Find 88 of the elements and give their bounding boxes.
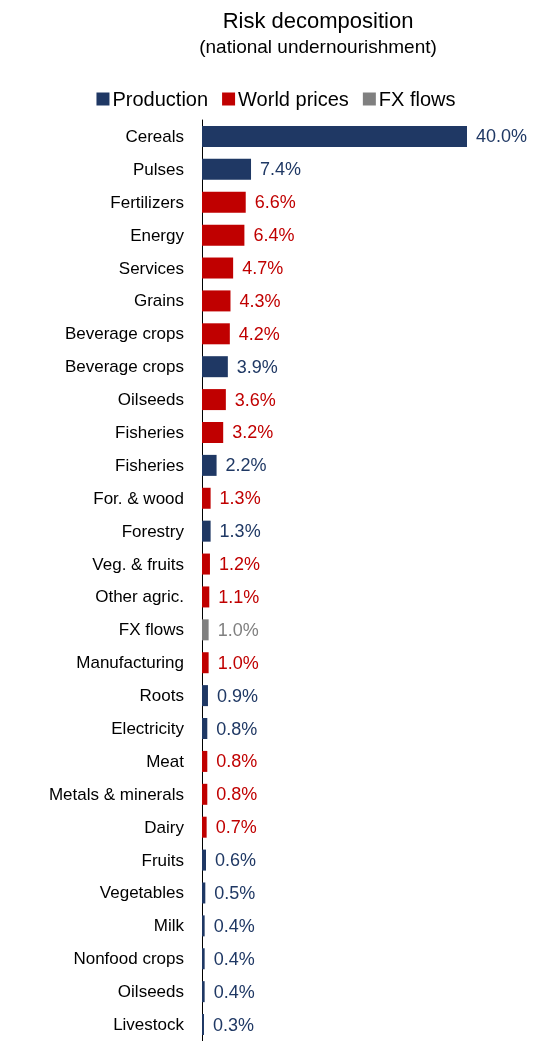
data-label: 0.8% [216,751,258,772]
bar [202,783,208,805]
bar [202,257,234,279]
y-tick-label: Manufacturing [76,653,184,673]
y-tick-label: Services [118,258,184,278]
data-label: 7.4% [260,159,302,180]
data-label: 0.3% [212,1014,255,1035]
y-tick-label: Metals & minerals [48,784,184,804]
bar [202,816,207,838]
y-tick-label: Cereals [125,126,184,146]
bar [202,323,230,345]
y-tick-label: Fisheries [115,422,184,442]
bar [202,652,209,674]
y-tick-label: Fertilizers [110,192,184,212]
y-tick-label: Veg. & fruits [92,554,184,574]
y-tick-label: FX flows [118,620,184,640]
y-tick-label: Meat [146,751,185,771]
bar [202,553,210,575]
data-label: 6.4% [253,225,295,246]
bar [202,981,205,1003]
data-label: 3.2% [232,422,274,443]
y-tick-label: Nonfood crops [73,949,184,969]
data-label: 0.6% [214,850,257,871]
bar [202,389,226,411]
y-tick-label: Oilseeds [117,390,184,410]
y-tick-label: Beverage crops [64,324,184,344]
y-tick-label: Energy [130,225,185,245]
bar [202,849,206,871]
bar [202,356,228,378]
bar [202,948,205,970]
legend-label: World prices [238,88,349,110]
chart-subtitle: (national undernourishment) [199,36,437,57]
bar [202,224,245,246]
data-label: 6.6% [254,192,296,213]
bar [202,718,208,740]
y-tick-label: Grains [133,291,184,311]
y-tick-label: Oilseeds [117,982,184,1002]
data-label: 1.2% [218,554,260,575]
y-tick-label: Other agric. [95,587,184,607]
bar [202,191,246,213]
data-label: 1.1% [218,586,260,607]
bar [202,520,211,542]
data-label: 0.4% [213,915,255,936]
y-tick-label: Electricity [111,719,185,739]
bar [202,421,224,443]
y-tick-label: For. & wood [93,488,184,508]
bar [202,125,467,147]
y-tick-label: Dairy [144,817,185,837]
data-label: 0.5% [214,882,256,903]
data-label: 1.0% [217,652,259,673]
y-tick-label: Roots [139,686,184,706]
data-label: 0.9% [216,685,258,706]
chart-title: Risk decomposition [222,7,414,33]
data-label: 3.6% [234,389,276,410]
bar [202,915,205,937]
data-label: 4.2% [238,323,280,344]
y-tick-label: Fisheries [115,455,184,475]
legend-label: Production [112,88,209,110]
y-tick-label: Livestock [113,1015,185,1035]
bar [202,882,206,904]
bar [202,487,211,509]
data-label: 0.8% [216,784,258,805]
data-label: 40.0% [476,126,528,147]
data-label: 0.4% [213,981,255,1002]
data-label: 0.4% [213,948,255,969]
data-label: 0.8% [216,718,258,739]
data-label: 1.0% [217,619,259,640]
y-tick-label: Pulses [132,159,184,179]
y-tick-label: Forestry [121,521,185,541]
data-label: 2.2% [225,455,267,476]
bar [202,619,209,641]
data-label: 4.7% [242,258,284,279]
data-label: 3.9% [236,356,278,377]
bar [202,586,210,608]
legend-label: FX flows [378,88,456,110]
bar [202,454,217,476]
y-tick-label: Vegetables [99,883,184,903]
bar [202,750,208,772]
data-label: 1.3% [219,488,261,509]
y-tick-label: Milk [153,916,185,936]
y-tick-label: Fruits [141,850,184,870]
y-tick-label: Beverage crops [64,357,184,377]
bar [202,685,208,707]
data-label: 4.3% [239,290,281,311]
bar [202,290,231,312]
data-label: 1.3% [219,521,261,542]
data-label: 0.7% [215,817,257,838]
bar [202,158,252,180]
